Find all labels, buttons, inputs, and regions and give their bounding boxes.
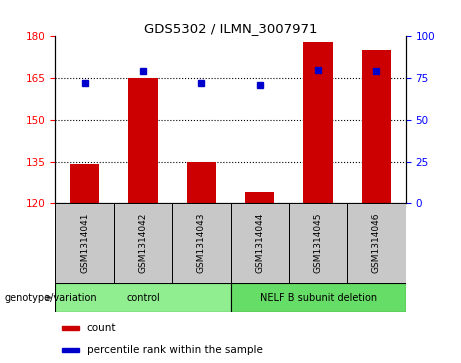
Bar	[128, 78, 158, 203]
Text: GSM1314046: GSM1314046	[372, 213, 381, 273]
Text: GSM1314043: GSM1314043	[197, 213, 206, 273]
Bar	[347, 203, 406, 283]
Title: GDS5302 / ILMN_3007971: GDS5302 / ILMN_3007971	[144, 22, 317, 35]
Bar	[187, 162, 216, 203]
Text: GSM1314041: GSM1314041	[80, 213, 89, 273]
Bar	[114, 203, 172, 283]
Bar	[245, 192, 274, 203]
Bar	[230, 283, 406, 312]
Bar	[289, 203, 347, 283]
Text: GSM1314042: GSM1314042	[138, 213, 148, 273]
Text: GSM1314044: GSM1314044	[255, 213, 264, 273]
Bar	[230, 203, 289, 283]
Bar	[62, 326, 79, 330]
Bar	[55, 203, 114, 283]
Bar	[362, 50, 391, 203]
Text: genotype/variation: genotype/variation	[5, 293, 97, 303]
Bar	[70, 164, 99, 203]
Text: control: control	[126, 293, 160, 303]
Text: percentile rank within the sample: percentile rank within the sample	[87, 345, 263, 355]
Text: GSM1314045: GSM1314045	[313, 213, 323, 273]
Text: count: count	[87, 323, 116, 333]
Bar	[62, 348, 79, 351]
Bar	[55, 283, 230, 312]
Text: NELF B subunit deletion: NELF B subunit deletion	[260, 293, 377, 303]
Bar	[303, 42, 333, 203]
Bar	[172, 203, 230, 283]
